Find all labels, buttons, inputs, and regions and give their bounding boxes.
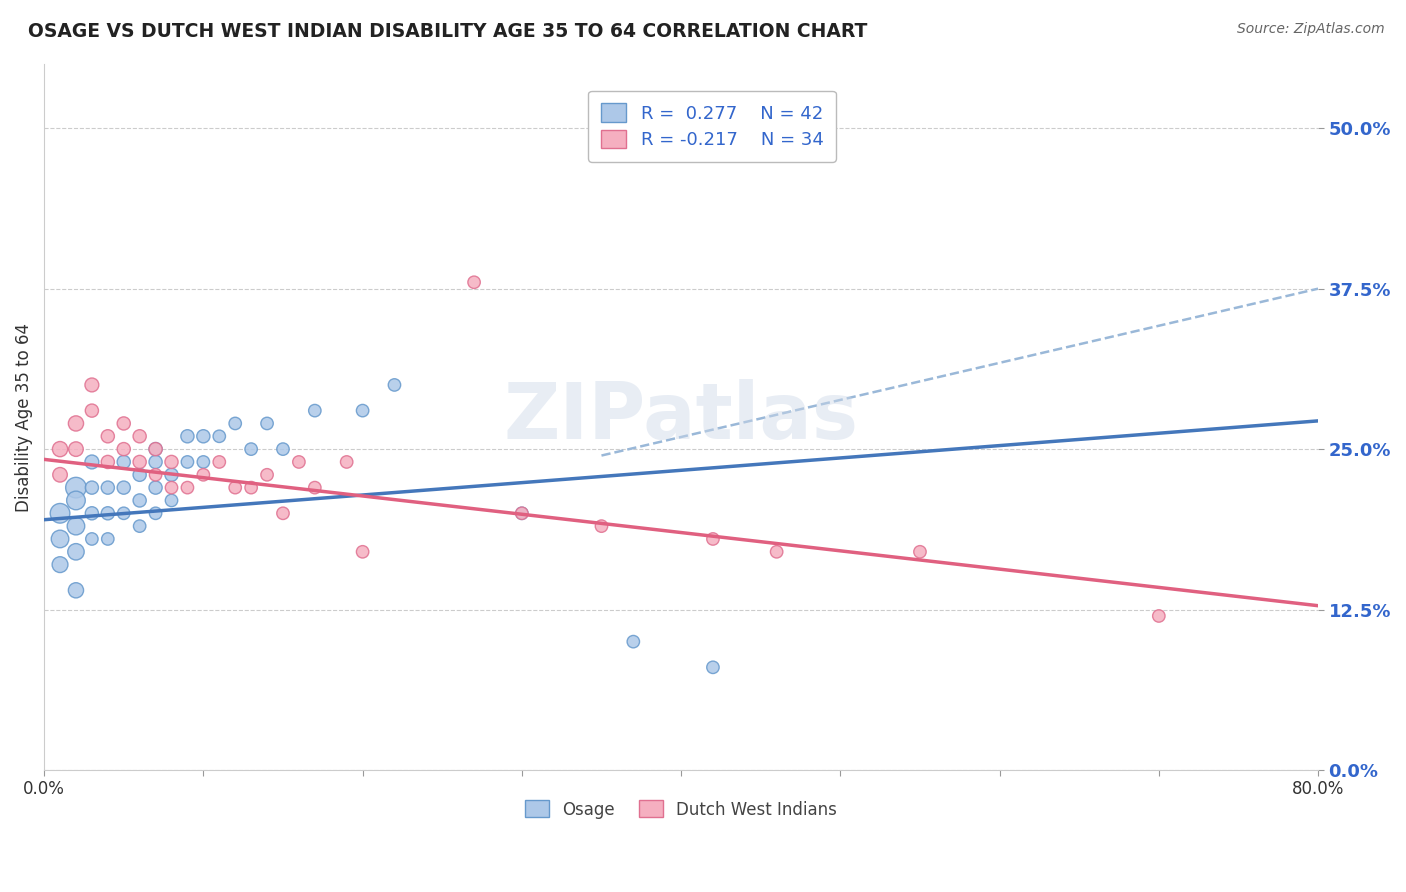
Point bbox=[160, 467, 183, 482]
Point bbox=[49, 558, 72, 572]
Point bbox=[128, 493, 150, 508]
Point bbox=[97, 532, 120, 546]
Point bbox=[112, 481, 135, 495]
Text: ZIPatlas: ZIPatlas bbox=[503, 379, 859, 455]
Point bbox=[288, 455, 311, 469]
Point bbox=[352, 403, 374, 417]
Point bbox=[145, 455, 167, 469]
Point bbox=[240, 481, 263, 495]
Point bbox=[208, 455, 231, 469]
Point bbox=[304, 403, 326, 417]
Point bbox=[224, 417, 246, 431]
Point bbox=[65, 583, 87, 598]
Point bbox=[65, 481, 87, 495]
Point bbox=[80, 455, 103, 469]
Point bbox=[80, 506, 103, 520]
Point bbox=[80, 481, 103, 495]
Legend: Osage, Dutch West Indians: Osage, Dutch West Indians bbox=[519, 794, 844, 825]
Point bbox=[97, 429, 120, 443]
Point bbox=[193, 467, 215, 482]
Point bbox=[621, 634, 644, 648]
Text: OSAGE VS DUTCH WEST INDIAN DISABILITY AGE 35 TO 64 CORRELATION CHART: OSAGE VS DUTCH WEST INDIAN DISABILITY AG… bbox=[28, 22, 868, 41]
Y-axis label: Disability Age 35 to 64: Disability Age 35 to 64 bbox=[15, 323, 32, 511]
Point bbox=[256, 467, 278, 482]
Point bbox=[271, 442, 294, 456]
Point bbox=[128, 429, 150, 443]
Point bbox=[112, 442, 135, 456]
Point bbox=[1147, 609, 1170, 624]
Point bbox=[908, 545, 931, 559]
Point bbox=[256, 417, 278, 431]
Point bbox=[145, 481, 167, 495]
Point bbox=[176, 481, 198, 495]
Point bbox=[49, 467, 72, 482]
Point bbox=[65, 442, 87, 456]
Point bbox=[128, 519, 150, 533]
Point bbox=[128, 467, 150, 482]
Point bbox=[49, 506, 72, 520]
Point bbox=[384, 378, 406, 392]
Point bbox=[702, 532, 724, 546]
Point bbox=[510, 506, 533, 520]
Point bbox=[336, 455, 359, 469]
Point bbox=[176, 455, 198, 469]
Point bbox=[352, 545, 374, 559]
Point bbox=[65, 417, 87, 431]
Point bbox=[80, 532, 103, 546]
Point bbox=[112, 506, 135, 520]
Point bbox=[128, 455, 150, 469]
Point bbox=[80, 403, 103, 417]
Point bbox=[97, 455, 120, 469]
Point bbox=[112, 455, 135, 469]
Point bbox=[97, 481, 120, 495]
Point bbox=[702, 660, 724, 674]
Point bbox=[97, 506, 120, 520]
Point bbox=[240, 442, 263, 456]
Point bbox=[65, 493, 87, 508]
Text: Source: ZipAtlas.com: Source: ZipAtlas.com bbox=[1237, 22, 1385, 37]
Point bbox=[49, 532, 72, 546]
Point bbox=[112, 417, 135, 431]
Point bbox=[591, 519, 613, 533]
Point bbox=[145, 506, 167, 520]
Point bbox=[193, 429, 215, 443]
Point bbox=[160, 481, 183, 495]
Point bbox=[145, 442, 167, 456]
Point bbox=[208, 429, 231, 443]
Point bbox=[65, 519, 87, 533]
Point bbox=[49, 442, 72, 456]
Point bbox=[160, 455, 183, 469]
Point bbox=[80, 378, 103, 392]
Point bbox=[224, 481, 246, 495]
Point bbox=[510, 506, 533, 520]
Point bbox=[160, 493, 183, 508]
Point bbox=[65, 545, 87, 559]
Point bbox=[271, 506, 294, 520]
Point bbox=[765, 545, 787, 559]
Point bbox=[304, 481, 326, 495]
Point bbox=[193, 455, 215, 469]
Point bbox=[145, 442, 167, 456]
Point bbox=[463, 275, 485, 289]
Point bbox=[176, 429, 198, 443]
Point bbox=[145, 467, 167, 482]
